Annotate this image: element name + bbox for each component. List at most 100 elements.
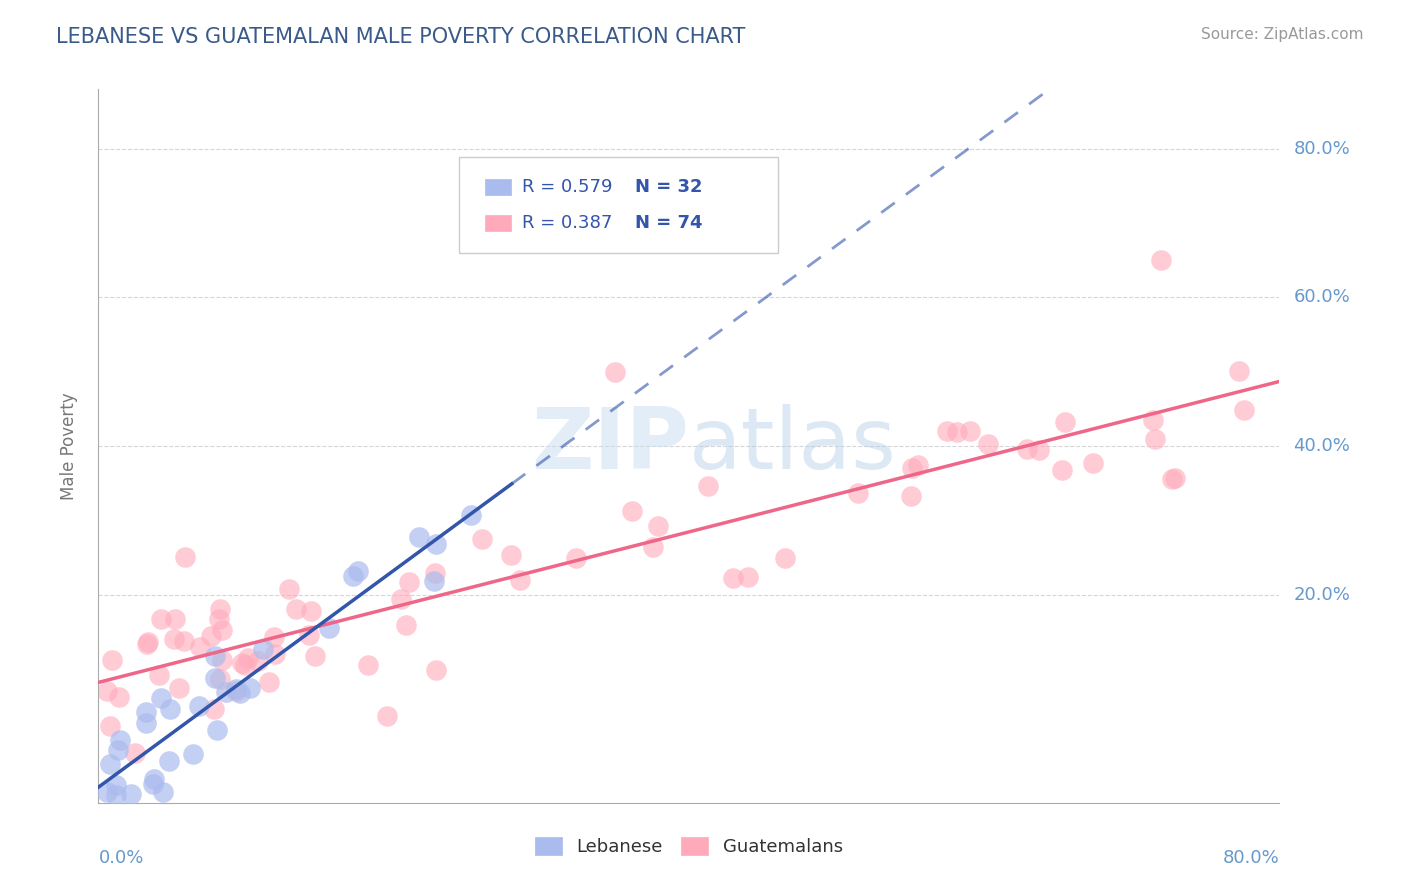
Text: N = 32: N = 32	[634, 178, 702, 196]
Point	[389, 592, 412, 607]
Point	[105, 778, 128, 792]
Point	[304, 648, 326, 663]
Point	[225, 681, 247, 696]
Point	[1015, 442, 1038, 456]
Point	[135, 637, 157, 651]
Point	[211, 623, 233, 637]
Point	[120, 787, 142, 801]
Point	[1081, 456, 1104, 470]
Point	[1142, 412, 1164, 426]
Point	[208, 672, 231, 686]
FancyBboxPatch shape	[458, 157, 778, 253]
Text: LEBANESE VS GUATEMALAN MALE POVERTY CORRELATION CHART: LEBANESE VS GUATEMALAN MALE POVERTY CORR…	[56, 27, 745, 46]
FancyBboxPatch shape	[485, 215, 510, 231]
Point	[263, 630, 285, 644]
Text: 60.0%: 60.0%	[1294, 288, 1350, 306]
Point	[239, 681, 262, 696]
Point	[907, 458, 929, 472]
Point	[460, 508, 482, 523]
Point	[959, 424, 981, 438]
Point	[101, 653, 124, 667]
Point	[1150, 253, 1173, 268]
Text: 0.0%: 0.0%	[98, 849, 143, 867]
Text: ZIP: ZIP	[531, 404, 689, 488]
Point	[148, 668, 170, 682]
Point	[108, 690, 131, 705]
Point	[408, 530, 430, 544]
Point	[200, 628, 222, 642]
Point	[205, 723, 228, 738]
Point	[647, 519, 669, 533]
Point	[135, 716, 157, 731]
Point	[737, 570, 759, 584]
Text: Source: ZipAtlas.com: Source: ZipAtlas.com	[1201, 27, 1364, 42]
Point	[471, 532, 494, 546]
Point	[150, 691, 173, 706]
Point	[143, 772, 166, 787]
Point	[215, 685, 238, 699]
Point	[375, 708, 398, 723]
Point	[773, 550, 796, 565]
Point	[257, 675, 280, 690]
Text: R = 0.387: R = 0.387	[523, 214, 613, 232]
Point	[977, 437, 1000, 451]
Point	[301, 604, 323, 618]
Point	[395, 618, 418, 632]
Point	[263, 648, 285, 662]
Point	[425, 663, 447, 677]
Point	[1227, 364, 1250, 378]
Point	[136, 635, 159, 649]
Point	[157, 755, 180, 769]
Text: R = 0.579: R = 0.579	[523, 178, 613, 196]
Point	[901, 461, 924, 475]
Point	[231, 656, 253, 670]
Point	[142, 776, 165, 790]
Point	[422, 574, 444, 588]
Point	[721, 571, 744, 585]
Point	[169, 681, 191, 696]
Point	[605, 365, 627, 379]
Y-axis label: Male Poverty: Male Poverty	[59, 392, 77, 500]
Point	[124, 746, 146, 760]
Point	[643, 540, 665, 554]
Point	[398, 575, 420, 590]
Point	[233, 657, 256, 672]
Point	[318, 621, 340, 635]
Point	[697, 479, 720, 493]
Point	[228, 686, 250, 700]
Legend: Lebanese, Guatemalans: Lebanese, Guatemalans	[526, 828, 852, 865]
Point	[165, 612, 187, 626]
Point	[152, 785, 174, 799]
Text: N = 74: N = 74	[634, 214, 702, 232]
Point	[252, 641, 274, 656]
Point	[181, 747, 204, 761]
Text: 40.0%: 40.0%	[1294, 437, 1350, 455]
Point	[423, 566, 446, 580]
Point	[935, 424, 957, 438]
Point	[1053, 415, 1076, 429]
Point	[96, 684, 118, 698]
Point	[900, 489, 922, 503]
Point	[108, 733, 131, 747]
Point	[1164, 471, 1187, 485]
Point	[135, 705, 157, 719]
Point	[342, 568, 364, 582]
Point	[565, 550, 588, 565]
Point	[509, 573, 531, 587]
Point	[298, 628, 321, 642]
Point	[347, 564, 370, 578]
Point	[159, 702, 181, 716]
Point	[1233, 403, 1256, 417]
Point	[284, 602, 307, 616]
Point	[150, 612, 173, 626]
Point	[163, 632, 186, 647]
Point	[1050, 463, 1073, 477]
Point	[96, 785, 118, 799]
Point	[1028, 443, 1050, 458]
Point	[946, 425, 969, 439]
Point	[1160, 472, 1182, 486]
Point	[247, 654, 270, 668]
Point	[848, 486, 870, 500]
Point	[105, 789, 128, 803]
Point	[211, 653, 233, 667]
